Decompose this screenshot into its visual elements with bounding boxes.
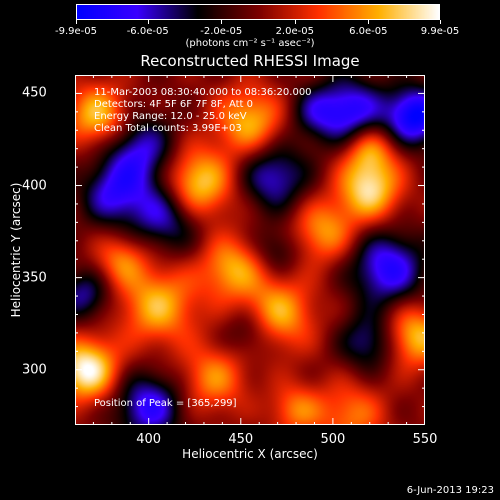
y-tick-label: 350: [22, 270, 47, 286]
annotation-peak-position: Position of Peak = [365,299]: [94, 398, 237, 409]
footer-timestamp: 6-Jun-2013 19:23: [406, 485, 494, 496]
colorbar-tick-mark: [147, 20, 149, 24]
y-tick-label: 450: [22, 85, 47, 101]
colorbar-tick-label: -9.9e-05: [55, 26, 97, 37]
x-tick-label: 500: [320, 432, 346, 447]
colorbar-tick-label: 9.9e-05: [420, 26, 460, 37]
colorbar-tick-mark: [221, 20, 223, 24]
colorbar-tick-mark: [368, 20, 370, 24]
colorbar: [76, 4, 440, 20]
annotation-total-counts: Clean Total counts: 3.99E+03: [94, 123, 242, 134]
y-tick-label: 300: [22, 362, 47, 378]
x-tick-label: 550: [412, 432, 438, 447]
colorbar-tick-mark: [76, 20, 77, 24]
y-axis-label: Heliocentric Y (arcsec): [9, 182, 24, 318]
chart-title: Reconstructed RHESSI Image: [140, 52, 360, 70]
x-axis-label: Heliocentric X (arcsec): [182, 447, 318, 461]
colorbar-tick-label: 2.0e-05: [275, 26, 314, 37]
colorbar-tick-mark: [440, 20, 441, 24]
colorbar-tick-label: -2.0e-05: [200, 26, 243, 37]
annotation-detectors: Detectors: 4F 5F 6F 7F 8F, Att 0: [94, 99, 254, 110]
colorbar-tick-label: -6.0e-05: [126, 26, 169, 37]
annotation-time-range: 11-Mar-2003 08:30:40.000 to 08:36:20.000: [94, 87, 312, 98]
colorbar-tick-mark: [294, 20, 296, 24]
x-tick-label: 450: [228, 432, 254, 447]
x-tick-label: 400: [136, 432, 162, 447]
colorbar-tick-label: 6.0e-05: [349, 26, 388, 37]
colorbar-units: (photons cm⁻² s⁻¹ asec⁻²): [185, 38, 315, 49]
annotation-energy-range: Energy Range: 12.0 - 25.0 keV: [94, 111, 247, 122]
y-tick-label: 400: [22, 178, 47, 194]
